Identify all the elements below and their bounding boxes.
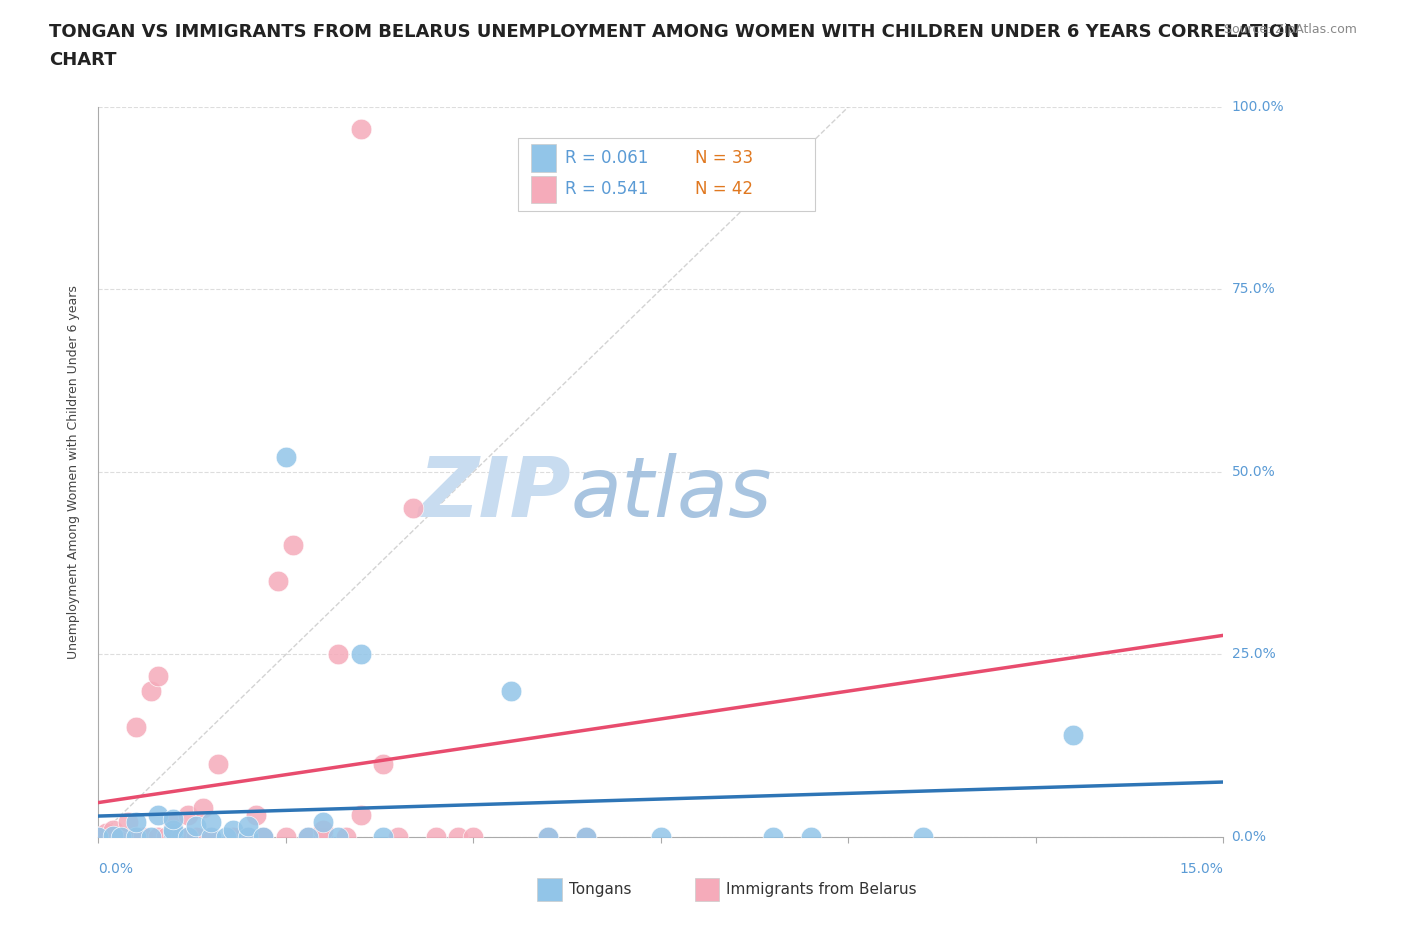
Point: [575, 830, 598, 844]
Point: [125, 815, 148, 830]
Point: [297, 830, 319, 844]
Text: Immigrants from Belarus: Immigrants from Belarus: [725, 882, 917, 897]
Point: [283, 538, 305, 552]
Y-axis label: Unemployment Among Women with Children Under 6 years: Unemployment Among Women with Children U…: [67, 285, 80, 659]
Point: [87, 830, 110, 844]
Bar: [695, 878, 720, 901]
Point: [402, 501, 425, 516]
Point: [350, 122, 373, 137]
Point: [94, 826, 117, 841]
Text: 0.0%: 0.0%: [98, 862, 134, 876]
Point: [335, 830, 357, 844]
Text: ZIP: ZIP: [418, 454, 571, 535]
Text: 25.0%: 25.0%: [1232, 647, 1275, 661]
Point: [245, 807, 267, 822]
Point: [350, 647, 373, 662]
FancyBboxPatch shape: [517, 139, 815, 210]
Text: 100.0%: 100.0%: [1232, 100, 1284, 114]
Text: 0.0%: 0.0%: [1232, 830, 1267, 844]
Point: [155, 830, 177, 844]
Text: R = 0.061: R = 0.061: [565, 149, 648, 167]
Point: [132, 830, 155, 844]
Point: [200, 815, 222, 830]
Point: [87, 830, 110, 844]
Point: [537, 830, 560, 844]
Point: [139, 830, 162, 844]
Point: [238, 830, 260, 844]
Bar: [537, 878, 562, 901]
Point: [312, 815, 335, 830]
Point: [387, 830, 409, 844]
Point: [177, 830, 200, 844]
Point: [463, 830, 485, 844]
Point: [373, 757, 395, 772]
Text: TONGAN VS IMMIGRANTS FROM BELARUS UNEMPLOYMENT AMONG WOMEN WITH CHILDREN UNDER 6: TONGAN VS IMMIGRANTS FROM BELARUS UNEMPL…: [49, 23, 1299, 41]
Point: [103, 822, 125, 837]
Point: [148, 830, 170, 844]
Point: [110, 830, 132, 844]
Point: [373, 830, 395, 844]
Point: [1062, 727, 1084, 742]
Point: [222, 830, 245, 844]
Point: [162, 815, 184, 830]
Point: [274, 450, 297, 465]
Point: [350, 807, 373, 822]
Point: [162, 822, 184, 837]
Point: [800, 830, 823, 844]
Point: [222, 822, 245, 837]
Point: [537, 830, 560, 844]
Point: [252, 830, 274, 844]
Bar: [531, 176, 557, 204]
Point: [184, 830, 207, 844]
Point: [148, 807, 170, 822]
Point: [162, 822, 184, 837]
Point: [297, 830, 319, 844]
Point: [200, 830, 222, 844]
Point: [575, 830, 598, 844]
Point: [162, 811, 184, 826]
Point: [193, 801, 215, 816]
Point: [162, 826, 184, 841]
Point: [117, 815, 139, 830]
Point: [912, 830, 935, 844]
Point: [312, 822, 335, 837]
Point: [177, 807, 200, 822]
Point: [184, 818, 207, 833]
Point: [238, 830, 260, 844]
Text: N = 33: N = 33: [695, 149, 752, 167]
Point: [148, 669, 170, 684]
Bar: [531, 144, 557, 172]
Point: [125, 830, 148, 844]
Point: [170, 830, 193, 844]
Point: [499, 684, 522, 698]
Point: [252, 830, 274, 844]
Text: N = 42: N = 42: [695, 180, 752, 198]
Point: [762, 830, 785, 844]
Text: R = 0.541: R = 0.541: [565, 180, 648, 198]
Point: [267, 574, 290, 589]
Text: Tongans: Tongans: [568, 882, 631, 897]
Point: [650, 830, 672, 844]
Point: [125, 830, 148, 844]
Point: [207, 757, 229, 772]
Text: 50.0%: 50.0%: [1232, 465, 1275, 479]
Text: 15.0%: 15.0%: [1180, 862, 1223, 876]
Point: [328, 830, 350, 844]
Point: [103, 828, 125, 843]
Point: [200, 830, 222, 844]
Point: [110, 830, 132, 844]
Point: [238, 818, 260, 833]
Point: [215, 830, 238, 844]
Text: atlas: atlas: [571, 454, 772, 535]
Text: 75.0%: 75.0%: [1232, 283, 1275, 297]
Text: CHART: CHART: [49, 51, 117, 69]
Point: [328, 647, 350, 662]
Point: [274, 830, 297, 844]
Point: [125, 720, 148, 735]
Point: [312, 830, 335, 844]
Text: Source: ZipAtlas.com: Source: ZipAtlas.com: [1223, 23, 1357, 36]
Point: [139, 684, 162, 698]
Point: [447, 830, 470, 844]
Point: [425, 830, 447, 844]
